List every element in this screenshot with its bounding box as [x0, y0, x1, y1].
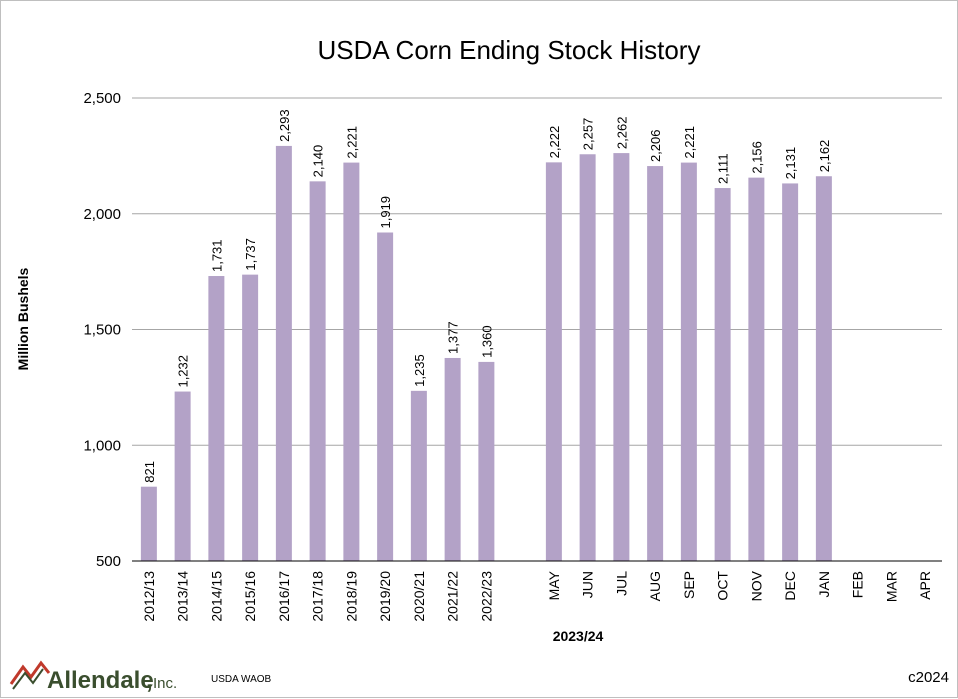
x-tick-label: 2021/22 — [445, 571, 461, 622]
data-label: 1,235 — [412, 354, 427, 387]
data-label: 821 — [142, 461, 157, 483]
group-label: 2023/24 — [553, 628, 604, 644]
x-tick-label: 2013/14 — [175, 571, 191, 622]
x-tick-label: 2017/18 — [310, 571, 326, 622]
x-tick-label: 2020/21 — [411, 571, 427, 622]
data-labels: 821 1,232 1,731 1,737 2,293 2,140 2,221 1,919 1,… — [142, 109, 832, 482]
x-tick-label: DEC — [782, 571, 798, 601]
x-tick-label: JUN — [580, 571, 596, 598]
bar — [174, 391, 191, 561]
data-label: 2,206 — [648, 130, 663, 163]
data-label: 2,222 — [547, 126, 562, 159]
x-tick-label: JAN — [816, 571, 832, 597]
y-axis-label: Million Bushels — [15, 267, 31, 370]
x-tick-label: APR — [917, 571, 933, 600]
data-label: 2,131 — [783, 147, 798, 180]
x-tick-label: 2016/17 — [276, 571, 292, 622]
bar — [309, 181, 326, 561]
bar — [613, 153, 630, 562]
y-tick-label: 1,000 — [83, 437, 121, 454]
bar — [748, 177, 765, 562]
data-label: 1,232 — [176, 355, 191, 388]
data-label: 1,737 — [243, 238, 258, 271]
x-tick-label: JUL — [613, 571, 629, 596]
data-label: 2,111 — [716, 153, 731, 184]
x-tick-label: 2015/16 — [242, 571, 258, 622]
x-tick-label: 2014/15 — [208, 571, 224, 622]
bar — [815, 176, 832, 561]
y-tick-label: 500 — [96, 553, 121, 570]
y-tick-label: 2,000 — [83, 206, 121, 223]
x-axis-ticks: 2012/13 2013/14 2014/15 2015/16 2016/17 2017/… — [141, 570, 933, 621]
allendale-logo: Allendale , Inc. — [9, 660, 177, 694]
bar — [377, 232, 394, 561]
x-tick-label: MAR — [883, 571, 899, 602]
bar — [680, 162, 697, 561]
bar — [714, 188, 731, 561]
x-tick-label: OCT — [715, 571, 731, 601]
chart-title: USDA Corn Ending Stock History — [318, 35, 701, 65]
svg-text:,: , — [146, 667, 153, 694]
data-label: 2,156 — [749, 141, 764, 174]
data-label: 1,919 — [378, 196, 393, 229]
x-tick-label: 2012/13 — [141, 571, 157, 622]
data-label: 2,257 — [581, 118, 596, 151]
logo-suffix: Inc. — [153, 675, 177, 692]
bar — [275, 145, 292, 561]
bar — [782, 183, 799, 561]
copyright: c2024 — [908, 669, 949, 686]
data-label: 1,731 — [209, 239, 224, 272]
bar — [208, 276, 225, 561]
data-label: 2,221 — [682, 126, 697, 159]
data-label: 2,140 — [311, 145, 326, 178]
x-tick-label: 2022/23 — [478, 571, 494, 622]
data-label: 1,377 — [446, 321, 461, 354]
data-label: 2,221 — [344, 126, 359, 159]
x-tick-label: NOV — [748, 570, 764, 601]
logo-text: Allendale — [47, 667, 154, 694]
y-tick-label: 2,500 — [83, 90, 121, 107]
x-tick-label: SEP — [681, 571, 697, 599]
bar — [410, 390, 427, 561]
bar — [242, 274, 259, 561]
gridlines — [132, 97, 942, 446]
source-note: USDA WAOB — [211, 674, 272, 685]
bars — [140, 145, 832, 562]
x-tick-label: MAY — [546, 570, 562, 600]
bar — [444, 357, 461, 561]
x-tick-label: FEB — [850, 571, 866, 598]
x-tick-label: 2019/20 — [377, 571, 393, 622]
bar — [140, 486, 157, 561]
bar — [545, 162, 562, 561]
data-label: 2,293 — [277, 109, 292, 142]
bar — [579, 154, 596, 561]
data-label: 2,262 — [614, 117, 629, 150]
y-tick-label: 1,500 — [83, 322, 121, 339]
y-axis-ticks: 500 1,000 1,500 2,000 2,500 — [83, 90, 121, 570]
bar — [478, 361, 495, 561]
data-label: 2,162 — [817, 140, 832, 173]
bar — [647, 166, 664, 561]
data-label: 1,360 — [479, 325, 494, 358]
x-tick-label: AUG — [647, 571, 663, 601]
bar — [343, 162, 360, 561]
logo-mark-icon — [9, 660, 51, 685]
x-tick-label: 2018/19 — [343, 571, 359, 622]
